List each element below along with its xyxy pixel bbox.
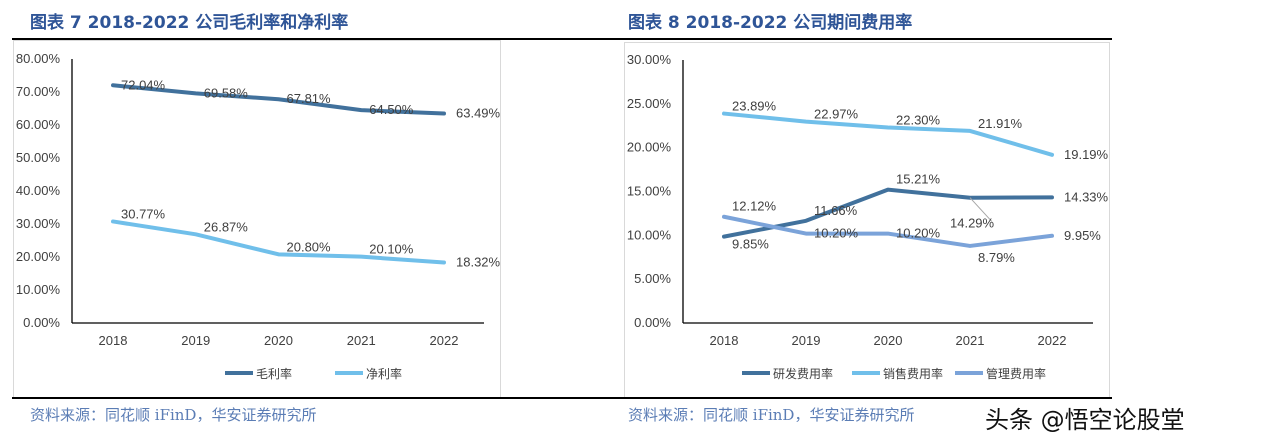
data-label: 20.80%: [287, 239, 332, 254]
series-line-毛利率: [111, 83, 446, 116]
bottom-rule-left: [12, 397, 620, 399]
data-label: 72.04%: [121, 77, 166, 92]
y-tick-label: 20.00%: [627, 140, 672, 155]
chart-7-source: 资料来源：同花顺 iFinD，华安证券研究所: [30, 406, 317, 424]
data-label: 14.33%: [1064, 189, 1109, 204]
data-label: 11.66%: [814, 203, 858, 218]
x-tick-label: 2021: [956, 333, 985, 348]
series-line-管理费用率: [722, 214, 1054, 248]
x-tick-label: 2021: [347, 333, 376, 348]
legend-label: 销售费用率: [883, 366, 943, 381]
data-label: 23.89%: [732, 99, 777, 114]
data-label: 22.97%: [814, 107, 859, 122]
y-tick-label: 0.00%: [23, 315, 60, 330]
data-label: 26.87%: [204, 219, 249, 234]
y-tick-label: 10.00%: [627, 227, 672, 242]
data-label: 10.20%: [896, 226, 941, 241]
x-tick-label: 2019: [792, 333, 821, 348]
data-label: 67.81%: [287, 91, 332, 106]
x-tick-label: 2020: [874, 333, 903, 348]
x-tick-label: 2022: [430, 333, 459, 348]
leader-line: [969, 197, 993, 223]
y-tick-label: 5.00%: [634, 271, 671, 286]
data-label: 64.50%: [369, 102, 414, 117]
chart-7-title: 图表 7 2018-2022 公司毛利率和净利率: [30, 13, 349, 33]
top-rule-right: [620, 38, 1112, 40]
data-label: 63.49%: [456, 105, 501, 120]
data-label: 18.32%: [456, 255, 501, 270]
data-label: 9.95%: [1064, 228, 1101, 243]
chart-8-title: 图表 8 2018-2022 公司期间费用率: [628, 13, 913, 33]
y-tick-label: 50.00%: [16, 150, 61, 165]
legend-label: 净利率: [366, 366, 402, 381]
data-label: 30.77%: [121, 206, 166, 221]
data-label: 15.21%: [896, 172, 941, 187]
data-label: 21.91%: [978, 116, 1023, 131]
y-tick-label: 25.00%: [627, 96, 672, 111]
data-label: 69.58%: [204, 85, 249, 100]
chart-8-source: 资料来源：同花顺 iFinD，华安证券研究所: [628, 406, 915, 424]
y-tick-label: 30.00%: [16, 216, 61, 231]
top-rule-left: [12, 38, 620, 40]
y-tick-label: 40.00%: [16, 183, 61, 198]
y-tick-label: 60.00%: [16, 117, 61, 132]
bottom-rule-right: [620, 397, 1112, 399]
y-tick-label: 70.00%: [16, 84, 61, 99]
y-tick-label: 20.00%: [16, 249, 61, 264]
data-label: 12.12%: [732, 199, 777, 214]
legend-label: 研发费用率: [773, 366, 833, 381]
x-tick-label: 2018: [99, 333, 128, 348]
legend-label: 毛利率: [256, 366, 292, 381]
watermark: 头条 @悟空论股堂: [985, 406, 1185, 434]
y-tick-label: 80.00%: [16, 51, 61, 66]
y-tick-label: 10.00%: [16, 282, 61, 297]
x-tick-label: 2018: [710, 333, 739, 348]
x-tick-label: 2022: [1038, 333, 1067, 348]
data-label: 19.19%: [1064, 147, 1109, 162]
data-label: 9.85%: [732, 237, 769, 252]
y-tick-label: 15.00%: [627, 184, 672, 199]
data-label: 14.29%: [950, 216, 995, 231]
y-tick-label: 30.00%: [627, 52, 672, 67]
series-line-净利率: [111, 219, 446, 265]
series-line-销售费用率: [722, 111, 1054, 157]
x-tick-label: 2020: [264, 333, 293, 348]
legend-label: 管理费用率: [986, 366, 1046, 381]
data-label: 20.10%: [369, 242, 414, 257]
data-label: 10.20%: [814, 226, 859, 241]
y-tick-label: 0.00%: [634, 315, 671, 330]
data-label: 22.30%: [896, 113, 941, 128]
x-tick-label: 2019: [181, 333, 210, 348]
data-label: 8.79%: [978, 250, 1015, 265]
